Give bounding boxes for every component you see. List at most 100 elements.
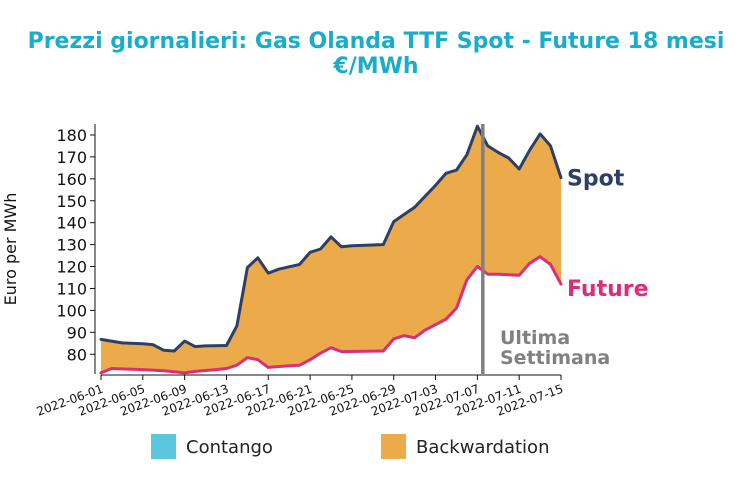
y-tick-label: 80 [67, 345, 87, 364]
future-point-12 [267, 366, 270, 369]
future-point-18 [340, 350, 343, 353]
future-point-27 [476, 265, 479, 268]
y-tick-label: 150 [56, 192, 87, 211]
spot-point-15 [298, 263, 301, 266]
spot-point-27 [466, 153, 468, 156]
y-tick-label: 90 [67, 323, 87, 342]
y-tick-label: 180 [56, 126, 87, 145]
spot-point-34 [539, 133, 541, 135]
spot-point-16 [309, 251, 311, 254]
future-point-9 [236, 364, 238, 367]
future-point-19 [382, 350, 385, 352]
future-point-7 [215, 368, 217, 371]
spot-point-36 [560, 176, 562, 179]
plot-area: Spot Future [99, 124, 649, 375]
future-point-1 [110, 367, 113, 370]
spot-point-35 [549, 145, 552, 147]
spot-point-31 [507, 157, 510, 159]
legend: Contango Backwardation [151, 434, 549, 459]
spot-point-32 [518, 168, 520, 170]
future-point-13 [288, 364, 291, 367]
spot-point-25 [445, 172, 447, 175]
future-point-10 [246, 356, 249, 359]
legend-label-contango: Contango [186, 437, 273, 458]
future-point-26 [466, 278, 468, 281]
y-tick-label: 100 [56, 301, 87, 320]
annotation-line1: Ultima [500, 327, 570, 349]
future-point-25 [455, 307, 458, 310]
y-axis-label: Euro per MWh [1, 193, 20, 306]
future-point-32 [539, 255, 541, 258]
future-point-31 [528, 262, 531, 265]
spot-point-5 [173, 350, 175, 352]
legend-label-backwardation: Backwardation [416, 437, 549, 458]
future-point-0 [100, 372, 102, 374]
spot-point-26 [455, 169, 458, 171]
spot-point-33 [528, 149, 531, 152]
future-point-21 [403, 334, 406, 337]
spot-point-22 [392, 220, 395, 223]
y-tick-label: 130 [56, 236, 87, 255]
future-point-8 [225, 367, 228, 370]
spot-point-30 [497, 151, 500, 154]
spot-point-23 [413, 206, 416, 209]
legend-swatch-contango [151, 434, 176, 459]
spot-point-29 [487, 145, 489, 147]
spot-point-17 [319, 248, 322, 250]
spot-point-0 [100, 338, 102, 341]
future-point-16 [319, 352, 322, 355]
spot-point-14 [277, 268, 280, 271]
future-point-22 [413, 337, 416, 339]
future-point-3 [162, 369, 165, 372]
spot-point-1 [121, 342, 123, 344]
future-point-23 [424, 329, 426, 331]
y-axis: 80 90 100 110 120 130 140 150 160 170 180 [56, 124, 96, 374]
future-point-11 [257, 358, 259, 361]
future-point-6 [194, 370, 196, 373]
x-axis: 2022-06-012022-06-052022-06-092022-06-13… [35, 374, 565, 419]
spot-point-2 [142, 342, 144, 345]
future-point-20 [392, 338, 395, 340]
y-tick-label: 110 [56, 279, 87, 298]
future-point-4 [173, 371, 175, 373]
y-tick-label: 120 [56, 258, 87, 277]
spot-point-18 [330, 236, 332, 238]
future-point-24 [445, 318, 447, 321]
spot-point-20 [351, 244, 353, 247]
future-point-30 [518, 274, 520, 277]
future-point-14 [298, 364, 301, 367]
future-point-34 [560, 283, 562, 285]
future-point-29 [497, 273, 500, 276]
spot-point-19 [340, 246, 343, 248]
spot-point-21 [382, 243, 385, 246]
future-point-15 [309, 358, 311, 361]
chart-subtitle: €/MWh [332, 54, 418, 79]
future-point-17 [330, 346, 332, 349]
spot-point-11 [246, 266, 249, 269]
spot-point-7 [194, 345, 196, 348]
spot-point-24 [434, 184, 437, 187]
spot-point-12 [257, 257, 259, 259]
future-series-label: Future [567, 277, 649, 302]
y-tick-label: 140 [56, 214, 87, 233]
future-point-5 [183, 372, 186, 374]
y-tick-label: 160 [56, 170, 87, 189]
spot-point-8 [204, 345, 207, 347]
spot-point-10 [236, 325, 238, 327]
spot-point-9 [225, 344, 228, 347]
spot-point-4 [162, 349, 165, 352]
spot-point-6 [183, 340, 186, 342]
backwardation-area [101, 126, 561, 373]
chart-title: Prezzi giornalieri: Gas Olanda TTF Spot … [28, 29, 725, 54]
future-point-28 [487, 273, 489, 276]
annotation-line2: Settimana [500, 347, 610, 369]
y-tick-label: 170 [56, 148, 87, 167]
legend-swatch-backwardation [381, 434, 406, 459]
spot-point-3 [152, 344, 155, 346]
spot-point-13 [267, 272, 270, 274]
future-point-33 [549, 263, 552, 266]
spot-point-28 [476, 125, 479, 127]
future-point-2 [142, 368, 144, 371]
spot-series-label: Spot [567, 167, 625, 192]
